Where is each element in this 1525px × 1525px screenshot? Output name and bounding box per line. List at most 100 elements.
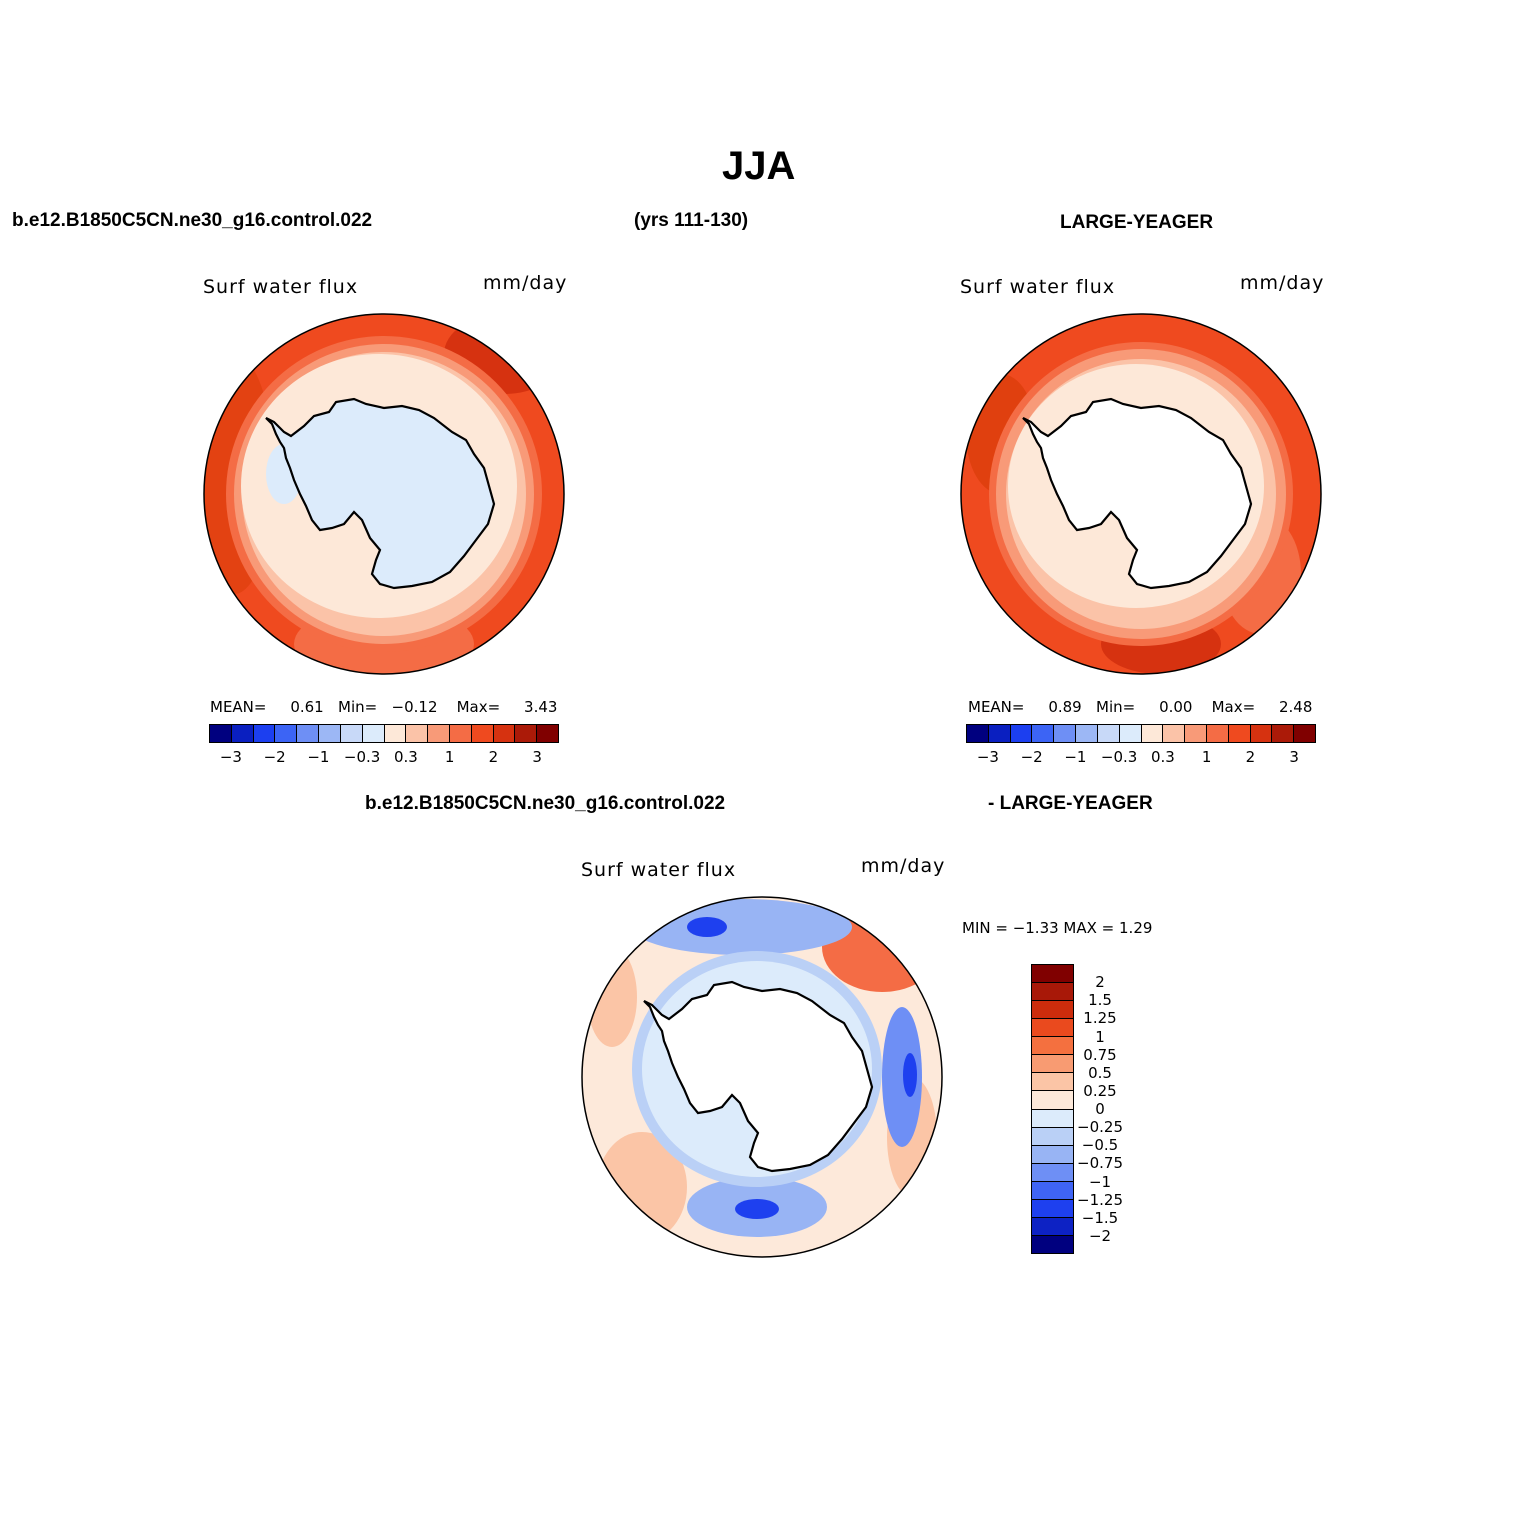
colorbar-swatch: [275, 725, 298, 742]
colorbar-swatch: [297, 725, 320, 742]
years-label: (yrs 111-130): [634, 210, 749, 231]
colorbar-swatch: [340, 725, 363, 742]
left-colorbar: [209, 724, 559, 743]
colorbar-tick-label: −1: [1064, 748, 1087, 766]
colorbar-swatch: [1250, 725, 1273, 742]
colorbar-swatch: [384, 725, 407, 742]
right-max-label: Max=: [1211, 698, 1256, 716]
colorbar-swatch: [1119, 725, 1142, 742]
colorbar-tick-label: 0.3: [393, 748, 418, 766]
right-units-label: mm/day: [1240, 272, 1325, 294]
left-min-value: −0.12: [391, 698, 438, 716]
right-polar-map: [960, 313, 1322, 675]
diff-colorbar: [1031, 964, 1074, 1254]
diff-case-name: b.e12.B1850C5CN.ne30_g16.control.022: [365, 793, 726, 814]
colorbar-swatch: [1185, 725, 1207, 742]
colorbar-swatch: [493, 725, 516, 742]
right-colorbar: [966, 724, 1316, 743]
colorbar-swatch: [449, 725, 472, 742]
colorbar-tick-label: 2: [1245, 748, 1256, 766]
colorbar-tick-label: −0.3: [1100, 748, 1138, 766]
diff-obs-name: - LARGE-YEAGER: [988, 793, 1153, 814]
colorbar-tick-label: −0.75: [1077, 1154, 1123, 1173]
colorbar-tick-label: 1: [444, 748, 455, 766]
colorbar-swatch: [1032, 1055, 1073, 1074]
colorbar-swatch: [1206, 725, 1229, 742]
colorbar-swatch: [253, 725, 276, 742]
colorbar-swatch: [210, 725, 232, 742]
colorbar-swatch: [231, 725, 254, 742]
colorbar-tick-label: 2: [1095, 973, 1105, 992]
right-mean-value: 0.89: [1048, 698, 1082, 716]
colorbar-tick-label: 1.25: [1083, 1009, 1117, 1028]
diff-minmax: MIN = −1.33 MAX = 1.29: [962, 919, 1153, 937]
colorbar-swatch: [1054, 725, 1077, 742]
colorbar-tick-label: 3: [532, 748, 542, 766]
left-stats: MEAN= 0.61 Min= −0.12 Max= 3.43: [210, 698, 557, 716]
colorbar-swatch: [1228, 725, 1251, 742]
left-units-label: mm/day: [483, 272, 568, 294]
case-name: b.e12.B1850C5CN.ne30_g16.control.022: [12, 210, 373, 231]
colorbar-tick-label: −0.25: [1077, 1118, 1123, 1137]
colorbar-tick-label: 3: [1289, 748, 1299, 766]
left-max-value: 3.43: [524, 698, 558, 716]
right-min-label: Min=: [1096, 698, 1136, 716]
colorbar-swatch: [1032, 725, 1055, 742]
colorbar-swatch: [1032, 1217, 1073, 1236]
colorbar-swatch: [1294, 725, 1315, 742]
colorbar-swatch: [1032, 1181, 1073, 1200]
colorbar-tick-label: −2: [1020, 748, 1043, 766]
diff-variable-label: Surf water flux: [581, 859, 737, 881]
colorbar-tick-label: 0.75: [1083, 1045, 1117, 1064]
figure-title: JJA: [722, 144, 796, 188]
colorbar-swatch: [1032, 965, 1073, 984]
colorbar-tick-label: 1: [1095, 1027, 1105, 1046]
diff-units-label: mm/day: [861, 855, 946, 877]
colorbar-swatch: [1032, 1163, 1073, 1182]
colorbar-swatch: [1141, 725, 1164, 742]
colorbar-swatch: [1032, 1127, 1073, 1146]
colorbar-swatch: [1032, 1091, 1073, 1110]
obs-name: LARGE-YEAGER: [1060, 212, 1214, 233]
diff-polar-map: [581, 896, 943, 1258]
colorbar-tick-label: 2: [488, 748, 499, 766]
colorbar-swatch: [1032, 1001, 1073, 1020]
colorbar-tick-label: −3: [976, 748, 999, 766]
left-polar-map: [203, 313, 565, 675]
colorbar-swatch: [1097, 725, 1120, 742]
colorbar-swatch: [406, 725, 429, 742]
colorbar-tick-label: −1: [1088, 1172, 1112, 1191]
colorbar-tick-label: 0: [1095, 1100, 1105, 1118]
colorbar-tick-label: 1: [1201, 748, 1212, 766]
colorbar-tick-label: 1.5: [1088, 991, 1112, 1010]
colorbar-tick-label: −1.5: [1081, 1208, 1119, 1227]
left-variable-label: Surf water flux: [203, 276, 359, 298]
colorbar-tick-label: 0.5: [1088, 1063, 1112, 1082]
colorbar-tick-label: −2: [263, 748, 286, 766]
colorbar-swatch: [1032, 1235, 1073, 1253]
colorbar-swatch: [1032, 1037, 1073, 1056]
colorbar-swatch: [1010, 725, 1033, 742]
colorbar-tick-label: −0.3: [343, 748, 381, 766]
colorbar-swatch: [967, 725, 989, 742]
colorbar-tick-label: −1.25: [1077, 1190, 1123, 1209]
colorbar-swatch: [1032, 983, 1073, 1002]
right-min-value: 0.00: [1159, 698, 1193, 716]
colorbar-swatch: [515, 725, 538, 742]
left-min-label: Min=: [338, 698, 378, 716]
left-max-label: Max=: [456, 698, 501, 716]
colorbar-swatch: [1032, 1109, 1073, 1128]
colorbar-swatch: [1032, 1145, 1073, 1164]
left-mean-value: 0.61: [290, 698, 324, 716]
colorbar-tick-label: 0.3: [1150, 748, 1175, 766]
colorbar-swatch: [428, 725, 450, 742]
left-mean-label: MEAN=: [210, 698, 267, 716]
colorbar-tick-label: 0.25: [1083, 1081, 1117, 1100]
right-mean-label: MEAN=: [968, 698, 1025, 716]
colorbar-swatch: [362, 725, 385, 742]
colorbar-swatch: [1032, 1073, 1073, 1092]
colorbar-swatch: [319, 725, 341, 742]
colorbar-tick-label: −0.5: [1081, 1136, 1119, 1155]
colorbar-swatch: [1272, 725, 1295, 742]
colorbar-swatch: [1076, 725, 1098, 742]
